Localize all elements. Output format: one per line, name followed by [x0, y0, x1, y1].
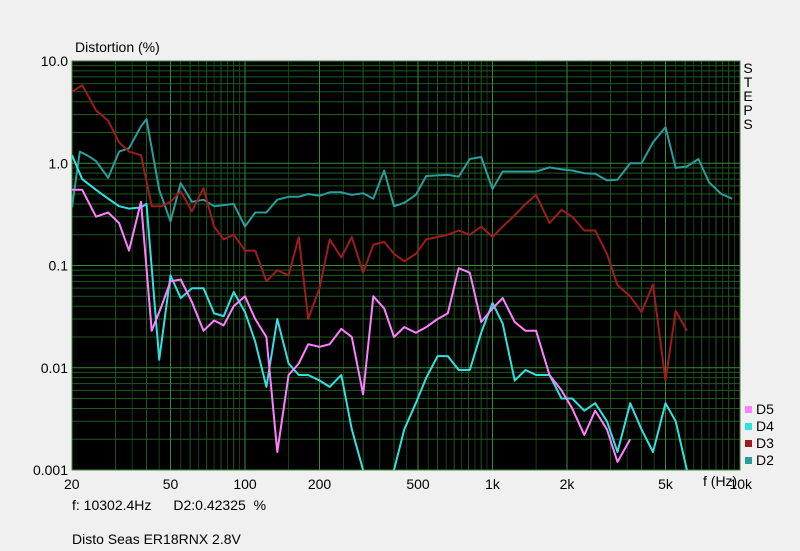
steps-letter: P — [743, 102, 753, 118]
x-tick-label: 1k — [485, 476, 501, 492]
legend-label-d4: D4 — [756, 418, 774, 434]
series-line-d5 — [72, 188, 632, 463]
x-tick-label: 20 — [64, 476, 80, 492]
x-tick-label: 10k — [729, 476, 753, 492]
x-tick-label: 500 — [406, 476, 430, 492]
series-line-d2 — [72, 118, 733, 228]
legend-swatch-d3 — [745, 440, 752, 447]
legend-label-d5: D5 — [756, 401, 774, 417]
steps-letter: S — [743, 116, 753, 132]
y-tick-label: 0.01 — [41, 360, 68, 376]
steps-letter: E — [743, 88, 753, 104]
series-line-d4 — [72, 154, 688, 470]
grid-major — [71, 60, 741, 471]
legend-swatch-d2 — [745, 457, 752, 464]
steps-label: S T E P S — [741, 61, 755, 131]
cursor-frequency: f: 10302.4Hz — [72, 497, 152, 513]
steps-letter: S — [743, 60, 753, 76]
x-tick-label: 200 — [308, 476, 332, 492]
legend-label-d2: D2 — [756, 452, 774, 468]
x-tick-labels: 20 50 100 200 500 1k 2k 5k 10k — [64, 476, 753, 492]
x-tick-label: 5k — [658, 476, 674, 492]
x-tick-label: 50 — [163, 476, 179, 492]
series-line-d3 — [72, 84, 688, 382]
y-tick-label: 0.1 — [49, 258, 69, 274]
y-tick-label: 1.0 — [49, 155, 69, 171]
y-tick-label: 10.0 — [41, 53, 68, 69]
x-axis-label: f (Hz) — [703, 473, 737, 489]
legend-swatch-d5 — [745, 406, 752, 413]
y-axis-label: Distortion (%) — [75, 39, 160, 55]
x-tick-label: 2k — [560, 476, 576, 492]
y-tick-labels: 10.0 1.0 0.1 0.01 0.001 — [33, 53, 68, 478]
steps-letter: T — [743, 74, 753, 90]
x-tick-label: 100 — [233, 476, 257, 492]
plot-frame — [71, 60, 741, 471]
series-layer — [72, 84, 733, 470]
y-tick-label: 0.001 — [33, 462, 68, 478]
legend-label-d3: D3 — [756, 435, 774, 451]
cursor-value: D2:0.42325 % — [173, 497, 267, 513]
legend-swatch-d4 — [745, 423, 752, 430]
measurement-caption: Disto Seas ER18RNX 2.8V — [72, 531, 241, 547]
cursor-readout: f: 10302.4Hz D2:0.42325 % — [72, 497, 266, 513]
